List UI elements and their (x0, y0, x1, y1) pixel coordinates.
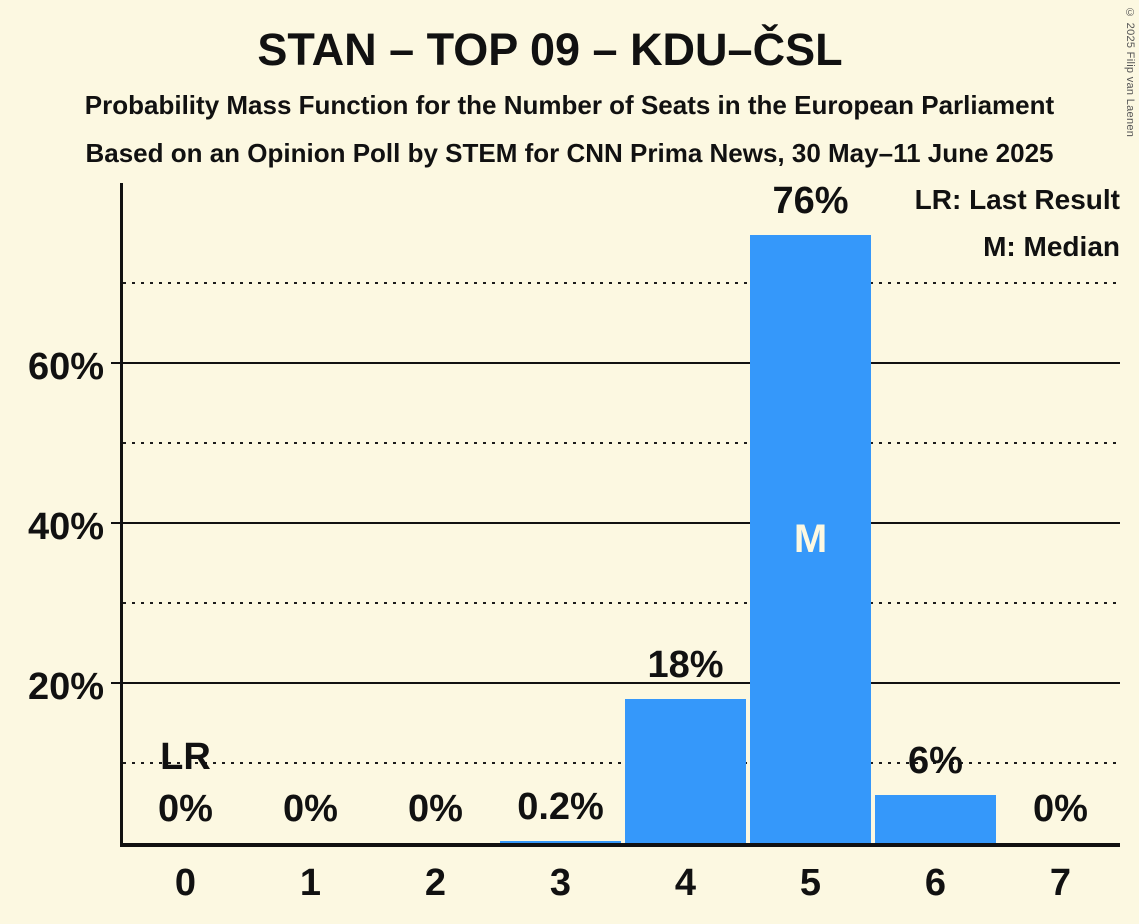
bar (750, 235, 871, 843)
bar-value-label: 0% (283, 788, 338, 830)
last-result-marker: LR (160, 736, 211, 778)
bar (500, 841, 621, 843)
bar (875, 795, 996, 843)
x-tick-label: 6 (924, 862, 947, 904)
bar (625, 699, 746, 843)
y-tick-label: 20% (27, 666, 104, 708)
bar-value-label: 76% (772, 180, 849, 222)
gridline-dotted (123, 282, 1120, 284)
copyright-text: © 2025 Filip van Laenen (1124, 7, 1136, 138)
legend-last-result: LR: Last Result (914, 184, 1120, 215)
bar-value-label: 0% (408, 788, 463, 830)
gridline-dotted (123, 762, 1120, 764)
gridline-dotted (123, 602, 1120, 604)
bar-value-label: 0.2% (517, 786, 604, 829)
legend-median: M: Median (983, 231, 1120, 262)
gridline-dotted (123, 442, 1120, 444)
y-tick-label: 60% (27, 346, 104, 388)
bar-value-label: 0% (1033, 788, 1088, 830)
bar-value-label: 18% (647, 644, 724, 686)
chart-source-line: Based on an Opinion Poll by STEM for CNN… (85, 138, 1054, 168)
x-tick-label: 2 (424, 862, 447, 904)
bar-value-label: 6% (908, 740, 963, 782)
y-tick-label: 40% (27, 506, 104, 548)
x-tick-label: 1 (299, 862, 322, 904)
bar-value-label: 0% (158, 788, 213, 830)
x-tick-label: 7 (1049, 862, 1072, 904)
chart-subtitle: Probability Mass Function for the Number… (84, 90, 1055, 120)
gridline-solid (111, 682, 1120, 684)
chart-title: STAN – TOP 09 – KDU–ČSL (257, 24, 843, 75)
plot-area: 0% 0 0% 1 0% 2 0.2% 3 18% 4 76% 5 6% 6 0% 7 LR M (111, 180, 1120, 904)
x-tick-label: 4 (674, 862, 697, 904)
x-tick-label: 0 (174, 862, 197, 904)
gridline-solid (111, 362, 1120, 364)
median-marker: M (793, 517, 828, 561)
x-tick-label: 3 (549, 862, 572, 904)
gridline-solid (111, 522, 1120, 524)
x-tick-label: 5 (799, 862, 822, 904)
